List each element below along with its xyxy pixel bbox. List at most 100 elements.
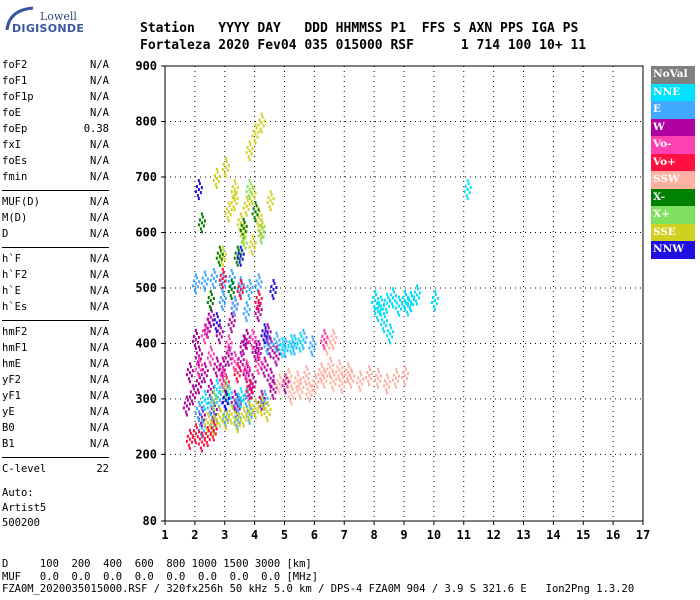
echo-point: [255, 204, 258, 208]
echo-point: [324, 331, 327, 335]
echo-point: [250, 249, 253, 253]
legend-item-vo: Vo+: [651, 153, 695, 171]
echo-point: [237, 282, 240, 286]
echo-point: [228, 387, 231, 391]
echo-point: [347, 371, 350, 375]
echo-point: [281, 380, 284, 384]
echo-point: [266, 341, 269, 345]
echo-point: [248, 378, 251, 382]
parameter-value: N/A: [90, 91, 109, 103]
echo-point: [406, 377, 408, 380]
echo-point: [188, 371, 191, 375]
echo-point: [261, 115, 264, 119]
echo-point: [227, 363, 230, 367]
echo-point: [226, 390, 229, 394]
echo-point: [246, 285, 249, 288]
echo-point: [223, 404, 226, 408]
echo-point: [282, 343, 285, 347]
echo-point: [212, 297, 215, 300]
echo-point: [311, 353, 314, 357]
echo-point: [245, 319, 248, 323]
echo-point: [395, 294, 397, 298]
echo-point: [246, 407, 249, 410]
echo-point: [296, 342, 299, 346]
echo-point: [217, 421, 220, 425]
echo-point: [200, 415, 203, 419]
echo-point: [416, 302, 418, 306]
echo-point: [222, 384, 225, 388]
echo-point: [257, 371, 260, 375]
echo-point: [246, 185, 249, 189]
echo-point: [285, 373, 288, 377]
echo-point: [301, 390, 304, 394]
echo-point: [197, 419, 200, 422]
echo-point: [200, 186, 203, 190]
echo-point: [263, 396, 266, 400]
echo-point: [215, 177, 218, 180]
echo-point: [255, 343, 258, 346]
echo-point: [401, 376, 403, 379]
auto-info: Auto: Artist5 500200: [2, 486, 46, 531]
echo-point: [207, 429, 210, 432]
echo-point: [266, 401, 269, 404]
echo-point: [239, 369, 242, 373]
echo-point: [221, 267, 224, 271]
echo-point: [380, 374, 383, 378]
echo-point: [212, 438, 215, 442]
echo-point: [293, 352, 296, 356]
echo-point: [389, 298, 391, 302]
echo-point: [197, 354, 200, 358]
echo-point: [267, 373, 270, 377]
echo-point: [251, 193, 254, 197]
echo-point: [389, 341, 392, 345]
parameter-value: N/A: [90, 390, 109, 402]
echo-point: [248, 245, 251, 249]
echo-point: [221, 290, 224, 293]
echo-point: [323, 328, 326, 332]
echo-point: [201, 215, 204, 219]
echo-point: [383, 321, 386, 325]
echo-point: [212, 420, 215, 424]
echo-point: [332, 388, 335, 392]
echo-point: [271, 349, 274, 353]
echo-point: [254, 141, 257, 145]
echo-point: [233, 188, 236, 192]
echo-point: [237, 365, 240, 369]
echo-point: [290, 352, 293, 356]
echo-point: [227, 343, 230, 347]
y-tick-label: 800: [135, 114, 157, 128]
echo-point: [219, 251, 222, 255]
echo-point: [291, 387, 294, 391]
echo-point: [382, 307, 385, 311]
echo-point: [411, 294, 413, 298]
echo-point: [192, 279, 195, 283]
echo-point: [218, 263, 221, 267]
echo-point: [222, 162, 225, 166]
legend-item-sse: SSE: [651, 223, 695, 241]
echo-point: [302, 338, 305, 342]
echo-point: [360, 373, 363, 377]
echo-point: [242, 283, 245, 287]
echo-point: [200, 449, 203, 453]
echo-point: [240, 412, 243, 416]
footer-file-info: FZA0M_2020035015000.RSF / 320fx256h 50 k…: [2, 583, 635, 595]
echo-point: [243, 237, 246, 241]
echo-point: [242, 343, 245, 347]
echo-point: [216, 359, 219, 363]
echo-point: [257, 301, 260, 305]
echo-point: [277, 343, 280, 347]
echo-point: [218, 278, 221, 282]
echo-point: [234, 401, 237, 405]
echo-point: [219, 326, 222, 330]
echo-point: [287, 385, 290, 389]
parameter-value: N/A: [90, 374, 109, 386]
echo-point: [349, 374, 352, 378]
echo-point: [466, 197, 469, 201]
echo-point: [256, 221, 259, 225]
echo-point: [243, 307, 246, 311]
echo-point: [299, 378, 302, 382]
echo-point: [212, 407, 215, 411]
echo-point: [392, 330, 395, 334]
echo-point: [245, 224, 248, 228]
echo-point: [210, 395, 213, 399]
